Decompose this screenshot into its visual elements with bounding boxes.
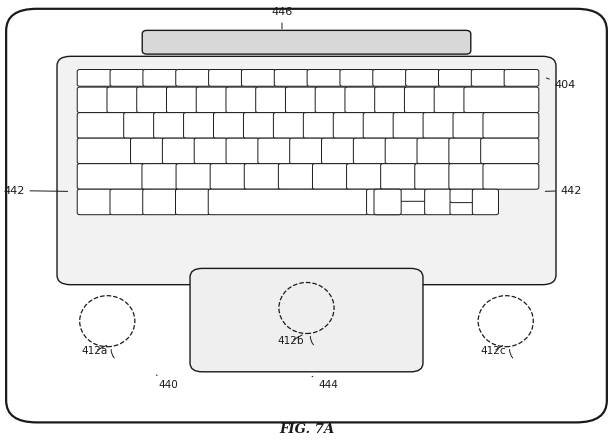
FancyBboxPatch shape <box>353 138 387 164</box>
FancyBboxPatch shape <box>374 189 401 215</box>
Text: 412c: 412c <box>481 345 506 356</box>
FancyBboxPatch shape <box>196 87 228 113</box>
FancyBboxPatch shape <box>244 164 280 189</box>
FancyBboxPatch shape <box>258 138 292 164</box>
FancyBboxPatch shape <box>131 138 164 164</box>
Text: 404: 404 <box>546 78 576 90</box>
FancyBboxPatch shape <box>77 189 112 215</box>
FancyBboxPatch shape <box>278 164 314 189</box>
Text: 440: 440 <box>156 375 178 390</box>
FancyBboxPatch shape <box>449 138 482 164</box>
FancyBboxPatch shape <box>110 189 145 215</box>
FancyBboxPatch shape <box>438 70 473 86</box>
FancyBboxPatch shape <box>243 113 275 138</box>
FancyBboxPatch shape <box>176 70 210 86</box>
FancyBboxPatch shape <box>154 113 185 138</box>
FancyBboxPatch shape <box>77 113 126 138</box>
FancyBboxPatch shape <box>162 138 196 164</box>
FancyBboxPatch shape <box>399 189 427 202</box>
FancyBboxPatch shape <box>415 164 451 189</box>
FancyBboxPatch shape <box>364 113 395 138</box>
FancyBboxPatch shape <box>385 138 419 164</box>
FancyBboxPatch shape <box>124 113 156 138</box>
FancyBboxPatch shape <box>373 70 408 86</box>
FancyBboxPatch shape <box>406 70 440 86</box>
FancyBboxPatch shape <box>226 138 260 164</box>
FancyBboxPatch shape <box>345 87 376 113</box>
FancyBboxPatch shape <box>6 9 607 422</box>
FancyBboxPatch shape <box>381 164 417 189</box>
FancyBboxPatch shape <box>417 138 451 164</box>
FancyBboxPatch shape <box>473 189 498 215</box>
FancyBboxPatch shape <box>190 268 423 372</box>
FancyBboxPatch shape <box>450 189 474 202</box>
FancyBboxPatch shape <box>367 189 401 215</box>
FancyBboxPatch shape <box>307 70 342 86</box>
FancyBboxPatch shape <box>425 189 452 215</box>
FancyBboxPatch shape <box>375 87 406 113</box>
FancyBboxPatch shape <box>434 87 466 113</box>
FancyBboxPatch shape <box>405 87 436 113</box>
FancyBboxPatch shape <box>333 113 365 138</box>
Text: 412b: 412b <box>278 335 305 346</box>
FancyBboxPatch shape <box>399 202 427 215</box>
FancyBboxPatch shape <box>176 164 212 189</box>
FancyBboxPatch shape <box>57 56 556 285</box>
FancyBboxPatch shape <box>142 30 471 54</box>
FancyBboxPatch shape <box>167 87 198 113</box>
FancyBboxPatch shape <box>210 164 246 189</box>
FancyBboxPatch shape <box>208 70 243 86</box>
FancyBboxPatch shape <box>213 113 245 138</box>
FancyBboxPatch shape <box>143 70 178 86</box>
FancyBboxPatch shape <box>303 113 335 138</box>
Text: 442: 442 <box>3 186 67 196</box>
Text: 412a: 412a <box>82 345 108 356</box>
FancyBboxPatch shape <box>77 138 132 164</box>
FancyBboxPatch shape <box>286 87 317 113</box>
FancyBboxPatch shape <box>313 164 348 189</box>
FancyBboxPatch shape <box>226 87 257 113</box>
FancyBboxPatch shape <box>208 189 368 215</box>
FancyBboxPatch shape <box>423 113 455 138</box>
FancyBboxPatch shape <box>183 113 215 138</box>
Text: 442: 442 <box>546 186 582 196</box>
FancyBboxPatch shape <box>290 138 324 164</box>
FancyBboxPatch shape <box>315 87 347 113</box>
FancyBboxPatch shape <box>483 164 539 189</box>
FancyBboxPatch shape <box>340 70 375 86</box>
FancyBboxPatch shape <box>110 70 145 86</box>
FancyBboxPatch shape <box>449 164 485 189</box>
FancyBboxPatch shape <box>77 70 112 86</box>
FancyBboxPatch shape <box>143 189 177 215</box>
FancyBboxPatch shape <box>504 70 539 86</box>
Text: FIG. 7A: FIG. 7A <box>279 422 334 436</box>
FancyBboxPatch shape <box>393 113 425 138</box>
Text: 444: 444 <box>312 376 338 390</box>
FancyBboxPatch shape <box>450 202 474 215</box>
FancyBboxPatch shape <box>194 138 228 164</box>
FancyBboxPatch shape <box>175 189 210 215</box>
FancyBboxPatch shape <box>107 87 139 113</box>
FancyBboxPatch shape <box>481 138 539 164</box>
FancyBboxPatch shape <box>274 70 309 86</box>
FancyBboxPatch shape <box>142 164 178 189</box>
FancyBboxPatch shape <box>453 113 485 138</box>
FancyBboxPatch shape <box>483 113 539 138</box>
FancyBboxPatch shape <box>273 113 305 138</box>
FancyBboxPatch shape <box>256 87 287 113</box>
FancyBboxPatch shape <box>137 87 169 113</box>
FancyBboxPatch shape <box>242 70 276 86</box>
FancyBboxPatch shape <box>322 138 355 164</box>
FancyBboxPatch shape <box>77 87 109 113</box>
FancyBboxPatch shape <box>77 164 144 189</box>
FancyBboxPatch shape <box>346 164 383 189</box>
Text: 446: 446 <box>272 7 292 29</box>
FancyBboxPatch shape <box>471 70 506 86</box>
FancyBboxPatch shape <box>464 87 539 113</box>
